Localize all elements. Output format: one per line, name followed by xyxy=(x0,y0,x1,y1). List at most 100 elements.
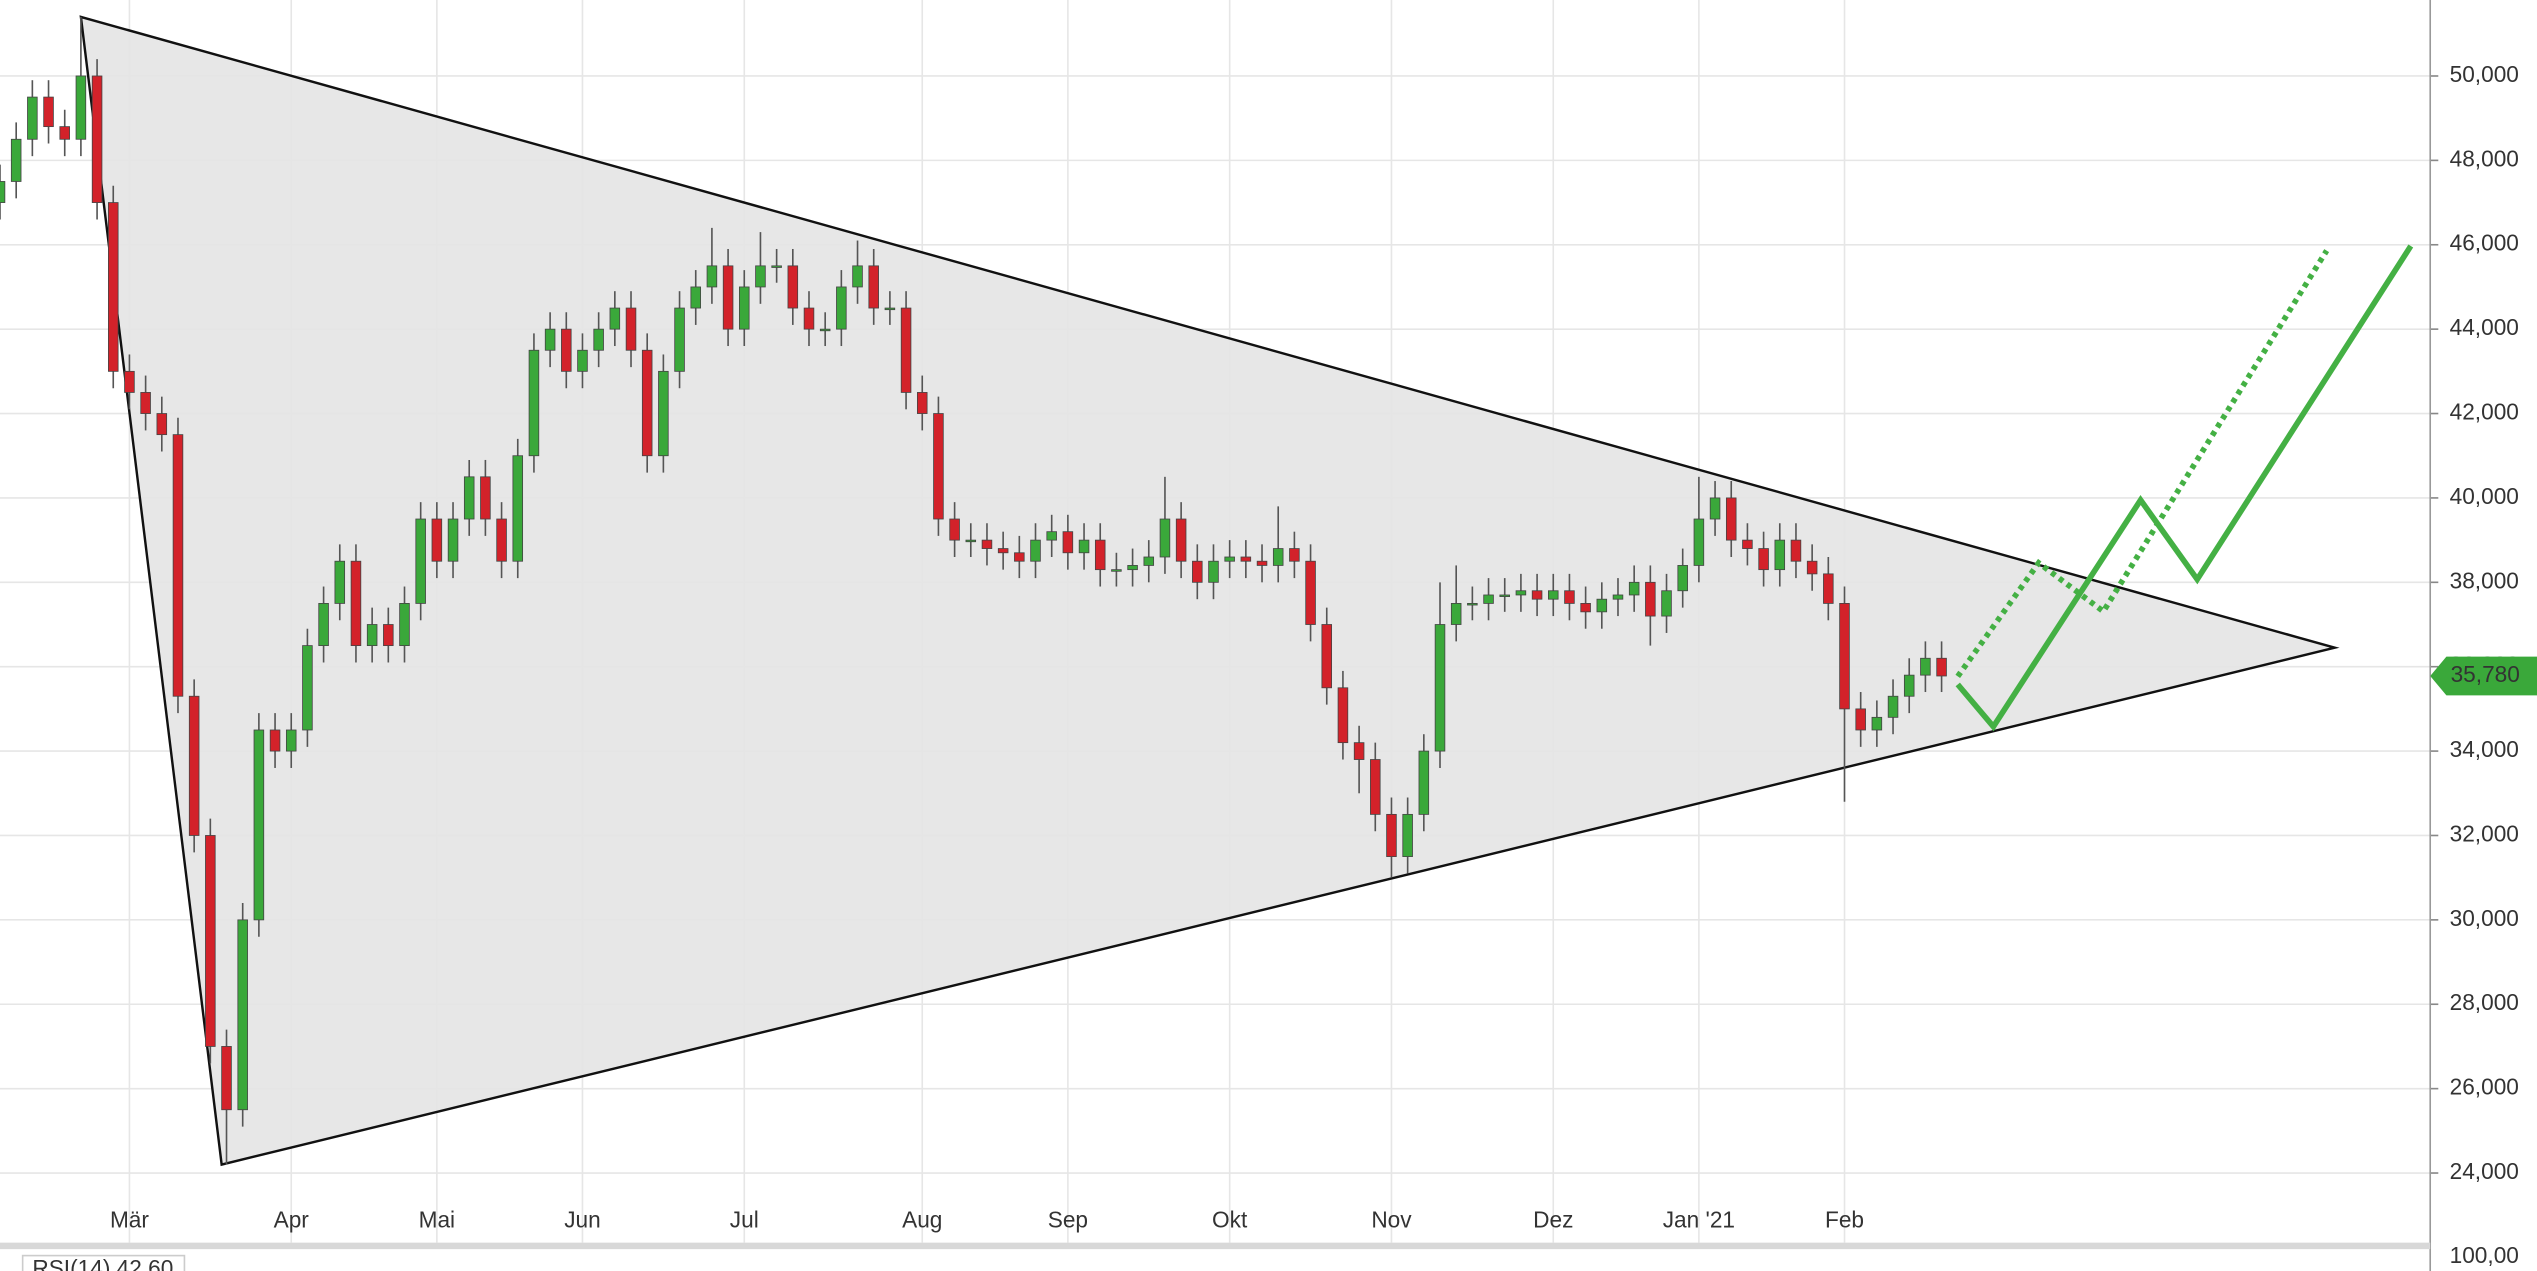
candle-body xyxy=(1499,594,1510,597)
candle-body xyxy=(334,560,346,604)
candle-body xyxy=(690,286,701,309)
x-tick-label: Jun xyxy=(564,1207,601,1233)
candle-body xyxy=(1483,594,1494,604)
y-tick-label: 30,000 xyxy=(2450,905,2519,931)
candle-body xyxy=(0,181,6,203)
y-tick-label: 48,000 xyxy=(2450,145,2519,171)
candle-body xyxy=(1256,560,1268,566)
candle-body xyxy=(1370,759,1381,815)
candle-body xyxy=(852,265,863,288)
plot-area xyxy=(0,0,2431,1243)
candle-body xyxy=(658,370,669,457)
candle-body xyxy=(625,307,637,351)
projection-line xyxy=(1955,244,2414,732)
candle-body xyxy=(1936,657,1947,677)
y-tick-label: 44,000 xyxy=(2450,314,2519,340)
y-tick-label: 40,000 xyxy=(2450,483,2519,509)
candle-body xyxy=(1806,560,1818,575)
candle-body xyxy=(1612,594,1624,600)
candle-body xyxy=(771,265,782,268)
candle-body xyxy=(1127,565,1138,571)
x-tick-label: Dez xyxy=(1533,1207,1573,1233)
candle-body xyxy=(285,729,297,752)
candle-body xyxy=(1661,590,1672,617)
candle-body xyxy=(1855,708,1866,731)
y-tick-label: 38,000 xyxy=(2450,567,2519,593)
candle-body xyxy=(302,645,313,731)
candle-body xyxy=(1887,695,1899,718)
y-tick-label: 32,000 xyxy=(2450,820,2519,846)
candle-body xyxy=(1903,674,1915,697)
candle-body xyxy=(253,729,265,921)
triangle-pattern xyxy=(79,15,2340,1167)
candle-body xyxy=(1434,624,1446,752)
candle-body xyxy=(916,392,928,414)
candle-body xyxy=(1596,598,1608,613)
y-tick-label: 24,000 xyxy=(2450,1158,2519,1184)
candle-body xyxy=(1224,556,1235,562)
candle-body xyxy=(237,919,248,1111)
candle-body xyxy=(1078,539,1090,554)
candle-body xyxy=(1790,539,1802,562)
candle-body xyxy=(1418,750,1430,815)
last-price-badge xyxy=(2430,656,2537,696)
candle-body xyxy=(706,265,718,288)
x-tick-label: Mai xyxy=(419,1207,455,1233)
candle-body xyxy=(1208,560,1219,583)
candle-body xyxy=(480,476,491,520)
candle-body xyxy=(463,476,475,520)
candle-body xyxy=(1353,742,1365,760)
x-tick-label: Mär xyxy=(110,1207,149,1233)
candle-body xyxy=(383,624,394,647)
candle-body xyxy=(1645,581,1656,617)
candle-body xyxy=(221,1046,232,1111)
candle-body xyxy=(1580,603,1591,613)
candle-body xyxy=(10,138,22,182)
candle-body xyxy=(933,413,944,520)
x-tick-label: Jan '21 xyxy=(1663,1207,1735,1233)
x-tick-label: Feb xyxy=(1825,1207,1864,1233)
candle-body xyxy=(1548,590,1559,600)
candle-body xyxy=(1386,813,1397,857)
candle-body xyxy=(997,548,1009,554)
candle-body xyxy=(1402,813,1413,857)
candle-body xyxy=(609,307,621,330)
candle-body xyxy=(1240,556,1252,562)
candle-body xyxy=(949,518,960,541)
candle-body xyxy=(1693,518,1705,566)
x-tick-label: Aug xyxy=(902,1207,942,1233)
candle-body xyxy=(1839,603,1850,710)
y-tick-label: 42,000 xyxy=(2450,399,2519,425)
candle-body xyxy=(1920,657,1931,676)
candle-body xyxy=(108,202,119,372)
candle-body xyxy=(431,518,443,562)
candle-body xyxy=(1143,556,1155,566)
candle-body xyxy=(205,835,216,1047)
x-tick-label: Jul xyxy=(730,1207,759,1233)
candle-body xyxy=(399,603,410,647)
candle-body xyxy=(884,307,896,311)
candle-body xyxy=(1564,590,1575,604)
candle-body xyxy=(43,96,54,128)
projection-line xyxy=(1955,249,2330,679)
y-tick-label: 46,000 xyxy=(2450,230,2519,256)
candle-body xyxy=(91,75,103,203)
candle-body xyxy=(512,455,524,562)
candle-body xyxy=(900,307,912,393)
candle-body xyxy=(1823,573,1834,604)
candle-body xyxy=(1758,548,1769,571)
y-tick-label: 50,000 xyxy=(2450,61,2519,87)
candle-body xyxy=(981,539,993,549)
y-tick-label: 28,000 xyxy=(2450,989,2519,1015)
y-tick-label: 26,000 xyxy=(2450,1074,2519,1100)
candle-body xyxy=(528,349,540,457)
candle-body xyxy=(1030,539,1041,562)
candle-body xyxy=(787,265,799,309)
candle-body xyxy=(1094,539,1106,571)
x-tick-label: Okt xyxy=(1212,1207,1248,1233)
candle-body xyxy=(1774,539,1786,571)
candle-body xyxy=(674,307,685,372)
x-tick-label: Apr xyxy=(274,1207,310,1233)
candle-body xyxy=(1014,552,1025,562)
rsi-label-box xyxy=(21,1254,186,1271)
